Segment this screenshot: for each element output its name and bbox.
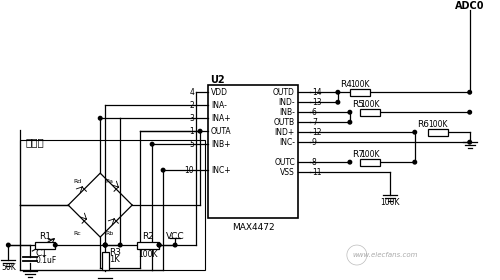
Text: OUTB: OUTB: [274, 118, 295, 127]
Circle shape: [336, 90, 340, 94]
Text: ADC0: ADC0: [455, 1, 484, 11]
Text: 7: 7: [312, 118, 317, 127]
Circle shape: [54, 243, 57, 247]
Text: 100K: 100K: [360, 150, 380, 159]
Text: INC-: INC-: [279, 138, 295, 147]
Text: R7: R7: [352, 150, 364, 159]
Circle shape: [118, 243, 122, 247]
Bar: [36, 242, 56, 249]
Text: 100K: 100K: [360, 100, 380, 109]
Circle shape: [104, 243, 107, 247]
Circle shape: [413, 130, 416, 134]
Text: 14: 14: [312, 88, 322, 97]
Circle shape: [348, 160, 352, 164]
Text: VDD: VDD: [211, 88, 228, 97]
Text: 1: 1: [190, 127, 194, 136]
Bar: [102, 252, 108, 270]
Circle shape: [104, 243, 107, 247]
Circle shape: [158, 243, 161, 247]
Text: Rb: Rb: [105, 230, 114, 235]
Text: Ra: Ra: [105, 179, 113, 184]
Circle shape: [98, 116, 102, 120]
Text: U2: U2: [210, 75, 224, 85]
Text: IND+: IND+: [274, 128, 295, 137]
Bar: [208, 85, 298, 218]
Text: INA+: INA+: [211, 114, 231, 123]
Circle shape: [150, 143, 154, 146]
Text: R1: R1: [40, 232, 52, 241]
Circle shape: [198, 129, 202, 133]
Circle shape: [348, 110, 352, 114]
Bar: [360, 109, 380, 116]
Text: Rd: Rd: [73, 179, 82, 184]
Circle shape: [468, 140, 471, 144]
Bar: [350, 89, 370, 96]
Text: 2: 2: [190, 101, 194, 110]
Text: R6: R6: [417, 120, 429, 129]
Text: 5: 5: [189, 140, 194, 149]
Text: www.elecfans.com: www.elecfans.com: [352, 252, 418, 258]
Text: Rc: Rc: [73, 230, 81, 235]
Circle shape: [336, 101, 340, 104]
Text: 11: 11: [312, 168, 322, 177]
Text: INA-: INA-: [211, 101, 227, 110]
Text: OUTA: OUTA: [211, 127, 232, 136]
Text: INB+: INB+: [211, 140, 231, 149]
Circle shape: [6, 243, 10, 247]
Circle shape: [174, 243, 177, 247]
Circle shape: [468, 90, 471, 94]
Text: 0.1uF: 0.1uF: [36, 256, 56, 265]
Text: 13: 13: [312, 98, 322, 107]
Text: IND-: IND-: [278, 98, 295, 107]
Text: 1K: 1K: [109, 255, 120, 263]
Text: INB-: INB-: [279, 108, 295, 117]
Circle shape: [413, 160, 416, 164]
Bar: [20, 140, 205, 270]
Text: OUTC: OUTC: [274, 158, 295, 167]
Bar: [360, 159, 380, 166]
Text: 6: 6: [312, 108, 317, 117]
Circle shape: [348, 120, 352, 124]
Text: 100K: 100K: [350, 80, 370, 89]
Bar: [428, 129, 448, 136]
Text: VCC: VCC: [166, 232, 184, 241]
Text: C1: C1: [36, 249, 48, 258]
Circle shape: [162, 168, 165, 172]
Text: VSS: VSS: [280, 168, 295, 177]
Text: R5: R5: [352, 100, 364, 109]
Text: R3: R3: [109, 248, 121, 256]
Text: 12: 12: [312, 128, 322, 137]
Circle shape: [158, 243, 161, 247]
Text: INC+: INC+: [211, 166, 231, 175]
Text: 4: 4: [189, 88, 194, 97]
Text: R4: R4: [340, 80, 352, 89]
Text: 100K: 100K: [380, 198, 400, 207]
Text: 50K: 50K: [1, 263, 15, 272]
Circle shape: [104, 243, 107, 247]
Text: R2: R2: [142, 232, 154, 241]
Text: 10: 10: [184, 166, 194, 175]
Text: 8: 8: [312, 158, 316, 167]
Text: 3: 3: [189, 114, 194, 123]
Bar: [137, 242, 159, 249]
Text: 100K: 100K: [138, 249, 158, 258]
Text: 100K: 100K: [428, 120, 448, 129]
Circle shape: [468, 110, 471, 114]
Text: 传感器: 传感器: [26, 137, 44, 147]
Text: OUTD: OUTD: [273, 88, 295, 97]
Text: MAX4472: MAX4472: [232, 223, 274, 232]
Text: 9: 9: [312, 138, 317, 147]
